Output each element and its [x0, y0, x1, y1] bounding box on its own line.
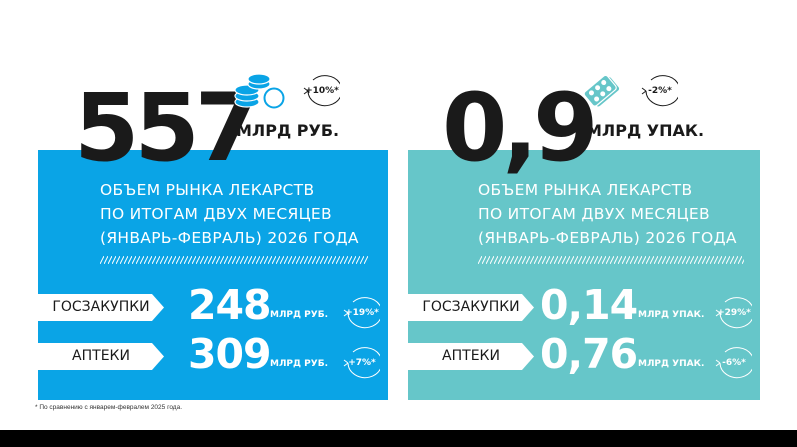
right-description: ОБЪЕМ РЫНКА ЛЕКАРСТВ ПО ИТОГАМ ДВУХ МЕСЯ… — [478, 178, 737, 250]
total-rub-change-badge: +10%* — [300, 74, 340, 108]
total-rub-value: 557 — [74, 74, 260, 183]
left-description-line-1: ОБЪЕМ РЫНКА ЛЕКАРСТВ — [100, 181, 315, 199]
right-apteki-value: 0,76 — [540, 330, 638, 378]
left-tag-goszakupki: ГОСЗАКУПКИ — [38, 294, 164, 321]
right-description-line-1: ОБЪЕМ РЫНКА ЛЕКАРСТВ — [478, 181, 693, 199]
left-apteki-unit: МЛРД РУБ. — [270, 359, 328, 369]
right-goszakupki-change: +29%* — [717, 308, 751, 318]
left-apteki-value: 309 — [188, 330, 272, 378]
right-description-line-3: (ЯНВАРЬ-ФЕВРАЛЬ) 2026 ГОДА — [478, 229, 737, 247]
footnote: * По сравнению с январем-февралем 2025 г… — [35, 404, 182, 411]
total-packs-unit: МЛРД УПАК. — [586, 121, 705, 140]
total-packs-change-badge: -2%* — [638, 74, 678, 108]
pills-icon — [583, 74, 621, 108]
right-description-line-2: ПО ИТОГАМ ДВУХ МЕСЯЦЕВ — [478, 205, 710, 223]
left-goszakupki-change: +19%* — [345, 308, 379, 318]
right-goszakupki-value: 0,14 — [540, 281, 638, 329]
left-goszakupki-change-badge: +19%* — [340, 296, 380, 330]
total-packs-change: -2%* — [648, 86, 672, 96]
right-goszakupki-unit: МЛРД УПАК. — [638, 310, 705, 320]
right-apteki-change: -6%* — [722, 358, 746, 368]
right-goszakupki-change-badge: +29%* — [712, 296, 752, 330]
left-description: ОБЪЕМ РЫНКА ЛЕКАРСТВ ПО ИТОГАМ ДВУХ МЕСЯ… — [100, 178, 359, 250]
total-packs-value: 0,9 — [442, 74, 599, 183]
right-tag-apteki: АПТЕКИ — [408, 343, 534, 370]
left-tag-apteki: АПТЕКИ — [38, 343, 164, 370]
total-rub-change: +10%* — [305, 86, 339, 96]
left-apteki-change-badge: +7%* — [340, 346, 380, 380]
right-tag-goszakupki: ГОСЗАКУПКИ — [408, 294, 534, 321]
left-goszakupki-value: 248 — [188, 281, 272, 329]
left-hatch-divider — [100, 256, 368, 264]
left-goszakupki-unit: МЛРД РУБ. — [270, 310, 328, 320]
total-rub-unit: МЛРД РУБ. — [236, 121, 340, 140]
coins-icon — [234, 73, 285, 109]
left-description-line-3: (ЯНВАРЬ-ФЕВРАЛЬ) 2026 ГОДА — [100, 229, 359, 247]
left-description-line-2: ПО ИТОГАМ ДВУХ МЕСЯЦЕВ — [100, 205, 332, 223]
right-hatch-divider — [478, 256, 744, 264]
bottom-bar — [0, 430, 797, 447]
left-apteki-change: +7%* — [348, 358, 376, 368]
right-apteki-unit: МЛРД УПАК. — [638, 359, 705, 369]
right-apteki-change-badge: -6%* — [712, 346, 752, 380]
